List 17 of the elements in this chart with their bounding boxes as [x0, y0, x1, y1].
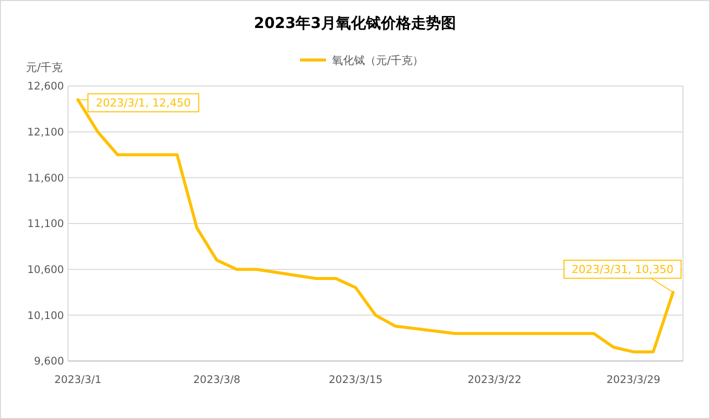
y-tick-label: 11,600: [27, 172, 64, 184]
y-tick-label: 10,600: [27, 264, 64, 276]
x-tick-label: 2023/3/15: [328, 374, 383, 386]
legend-label: 氧化铽（元/千克）: [332, 54, 424, 67]
x-tick-label: 2023/3/29: [606, 374, 660, 386]
y-tick-label: 9,600: [34, 356, 64, 368]
annotation: 2023/3/1, 12,450: [96, 96, 191, 110]
y-axis-title: 元/千克: [26, 61, 63, 74]
x-tick-label: 2023/3/22: [468, 374, 522, 386]
y-tick-label: 12,100: [27, 126, 64, 139]
y-tick-label: 10,100: [27, 310, 64, 322]
x-tick-label: 2023/3/8: [193, 374, 240, 386]
chart-title: 2023年3月氧化铽价格走势图: [254, 14, 456, 32]
y-tick-label: 11,100: [27, 218, 64, 230]
y-tick-label: 12,600: [27, 80, 64, 93]
annotation: 2023/3/31, 10,350: [572, 263, 674, 276]
x-tick-label: 2023/3/1: [54, 374, 102, 386]
